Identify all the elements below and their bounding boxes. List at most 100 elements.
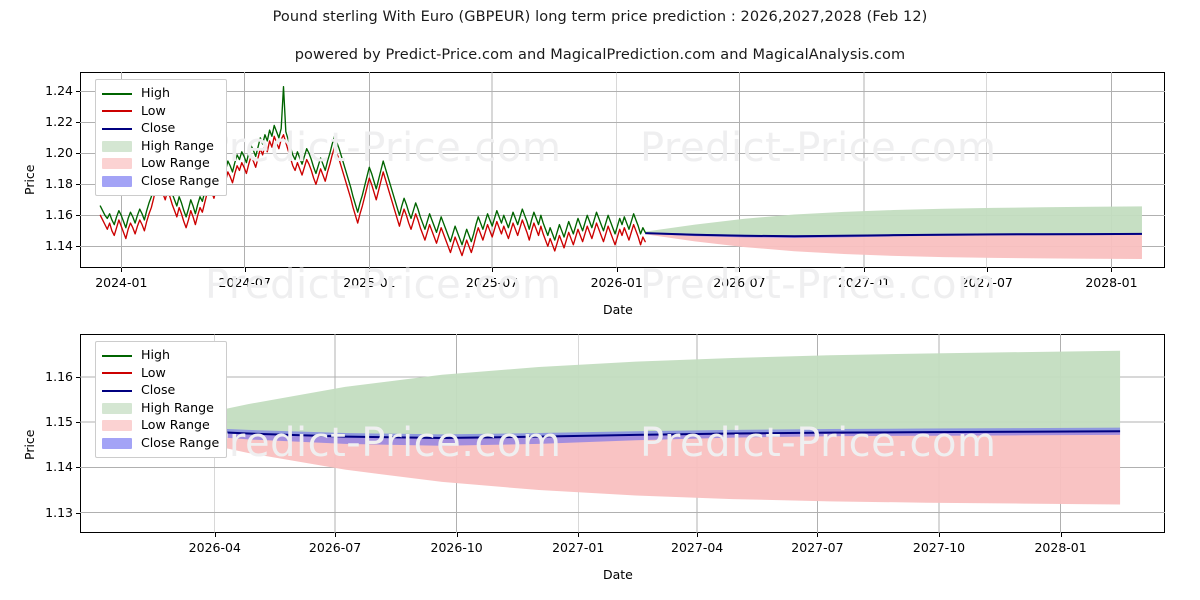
legend-swatch-patch [102, 402, 132, 414]
x-tick-label: 2026-10 [430, 540, 483, 555]
low-range-band [645, 233, 1142, 260]
legend-swatch-line [102, 110, 132, 113]
bottom-chart-panel [80, 334, 1165, 533]
legend-label: High [141, 85, 170, 101]
x-tick-label: 2026-07 [308, 540, 362, 555]
x-tick-mark [335, 533, 337, 537]
legend-swatch-line [102, 127, 132, 130]
y-tick-mark [76, 153, 80, 155]
x-tick-label: 2027-10 [912, 540, 966, 555]
x-tick-mark [244, 268, 246, 272]
high-range-band [151, 350, 1121, 439]
x-tick-mark [1111, 268, 1113, 272]
legend-label: Close [141, 120, 176, 136]
y-tick-mark [76, 122, 80, 124]
bottom-legend: High Low Close High Range Low Range Close Ran… [95, 341, 227, 458]
y-tick-label: 1.22 [45, 114, 73, 130]
legend-label: High Range [141, 399, 214, 415]
x-tick-mark [986, 268, 988, 272]
legend-label: Close Range [141, 434, 220, 450]
legend-item-low: Low [102, 103, 218, 121]
close-forecast-line [645, 232, 1142, 238]
y-tick-label: 1.16 [45, 207, 73, 223]
y-tick-mark [76, 184, 80, 186]
bottom-ylabel: Price [22, 429, 37, 461]
y-tick-label: 1.16 [45, 368, 73, 384]
legend-swatch-patch [102, 140, 132, 152]
x-tick-mark [697, 533, 699, 537]
legend-swatch-patch [102, 437, 132, 449]
x-tick-mark [121, 268, 123, 272]
legend-swatch-line [102, 389, 132, 392]
legend-label: Low [141, 102, 166, 118]
low-history-line [99, 134, 646, 257]
legend-swatch-line [102, 372, 132, 375]
x-tick-label: 2024-07 [218, 275, 271, 290]
y-tick-mark [76, 246, 80, 248]
legend-item-close-range: Close Range [102, 434, 220, 453]
legend-item-high: High [102, 85, 218, 103]
top-chart-panel [80, 72, 1165, 268]
y-tick-label: 1.14 [45, 459, 73, 475]
x-tick-label: 2026-01 [590, 275, 643, 290]
legend-swatch-patch [102, 158, 132, 170]
x-tick-mark [1060, 533, 1062, 537]
legend-label: Low [141, 364, 166, 380]
legend-label: High Range [141, 137, 214, 153]
y-tick-mark [76, 91, 80, 93]
legend-item-low-range: Low Range [102, 155, 218, 173]
x-tick-label: 2026-04 [188, 540, 241, 555]
legend-swatch-line [102, 354, 132, 357]
bottom-plot-area [80, 334, 1165, 533]
top-xlabel: Date [603, 302, 633, 317]
legend-swatch-line [102, 92, 132, 95]
x-tick-mark [369, 268, 371, 272]
high-history-line [99, 86, 646, 246]
x-tick-label: 2025-07 [465, 275, 519, 290]
x-tick-label: 2025-01 [343, 275, 396, 290]
y-tick-label: 1.18 [45, 176, 73, 192]
y-tick-label: 1.24 [45, 83, 73, 99]
legend-item-high-range: High Range [102, 400, 218, 418]
y-tick-label: 1.20 [45, 145, 73, 161]
legend-item-high-range: High Range [102, 138, 218, 156]
x-tick-label: 2024-01 [95, 275, 148, 290]
x-tick-mark [616, 268, 618, 272]
x-tick-label: 2027-01 [552, 540, 605, 555]
x-tick-label: 2026-07 [713, 275, 766, 290]
x-tick-mark [739, 268, 741, 272]
x-tick-mark [578, 533, 580, 537]
top-plot-area [80, 72, 1165, 268]
x-tick-label: 2028-01 [1085, 275, 1138, 290]
high-range-band [645, 206, 1142, 237]
bottom-xlabel: Date [603, 567, 633, 582]
y-tick-label: 1.15 [45, 414, 73, 430]
y-tick-mark [76, 422, 80, 424]
close-forecast-line [151, 427, 1121, 440]
legend-label: Low Range [141, 417, 210, 433]
watermark: Predict-Price.com [640, 262, 997, 308]
legend-item-low: Low [102, 365, 218, 383]
legend-item-high: High [102, 347, 218, 365]
legend-label: High [141, 347, 170, 363]
x-tick-mark [492, 268, 494, 272]
legend-item-close-range: Close Range [102, 172, 220, 191]
x-tick-label: 2027-04 [671, 540, 724, 555]
y-tick-label: 1.14 [45, 238, 73, 254]
x-tick-mark [214, 533, 216, 537]
y-tick-mark [76, 215, 80, 217]
low-range-band [151, 430, 1121, 505]
top-ylabel: Price [22, 164, 37, 196]
legend-item-close: Close [102, 382, 218, 400]
legend-item-close: Close [102, 120, 218, 138]
y-tick-mark [76, 376, 80, 378]
legend-swatch-patch [102, 175, 132, 187]
y-tick-label: 1.13 [45, 504, 73, 520]
legend-label: Close [141, 382, 176, 398]
y-tick-mark [76, 467, 80, 469]
page-subtitle: powered by Predict-Price.com and Magical… [294, 47, 906, 63]
legend-label: Close Range [141, 172, 220, 188]
x-tick-mark [939, 533, 940, 537]
x-tick-label: 2027-07 [791, 540, 844, 555]
legend-item-low-range: Low Range [102, 417, 218, 435]
